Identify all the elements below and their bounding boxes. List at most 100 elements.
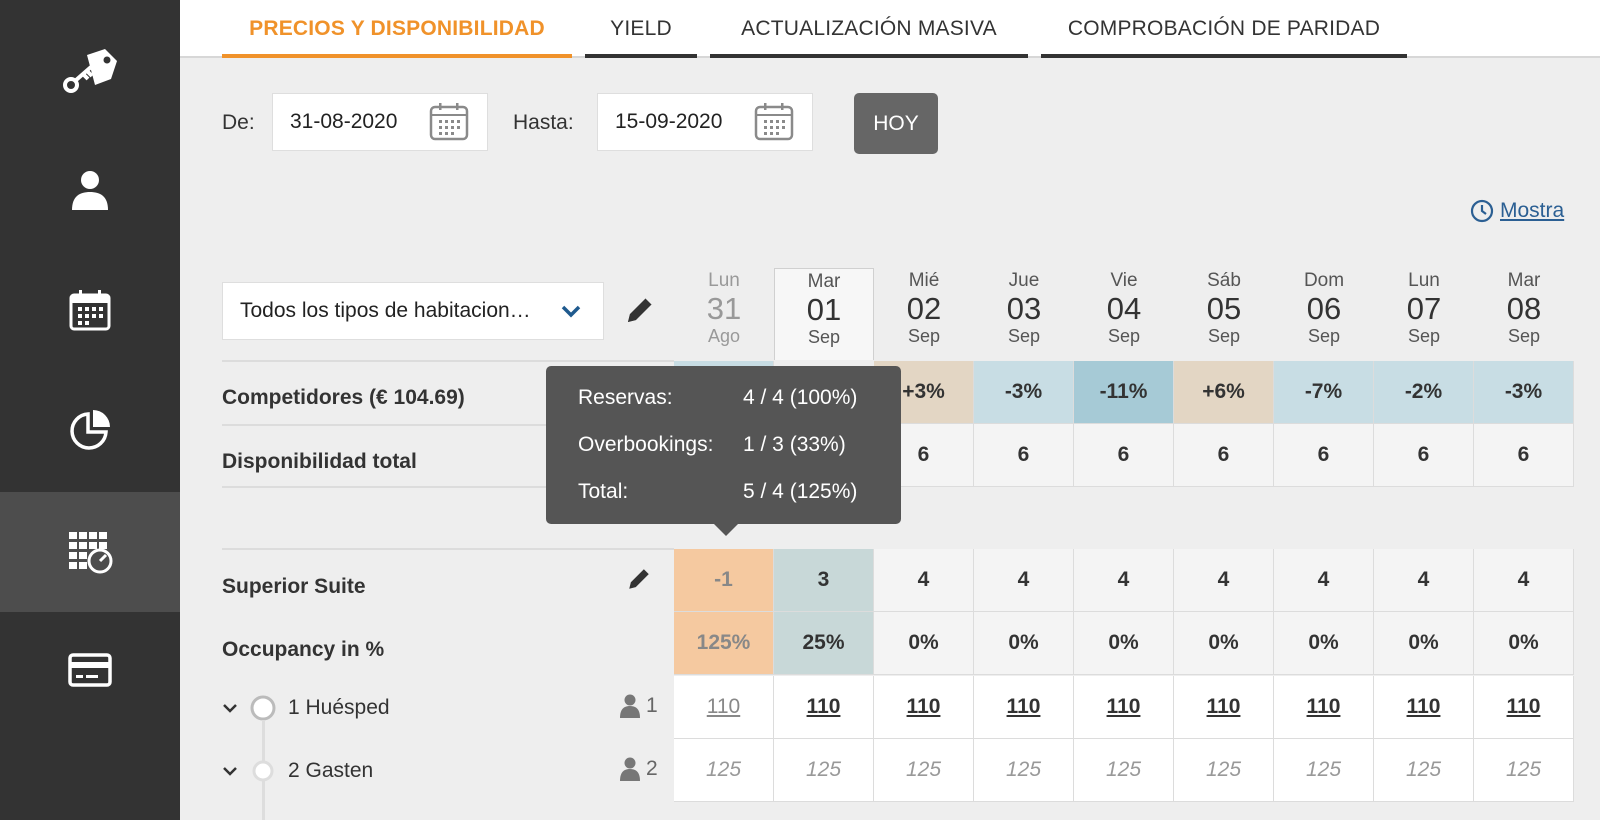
room-availability-cell[interactable]: 4 (1274, 549, 1374, 612)
sidebar-item-guests[interactable] (0, 130, 180, 250)
room-availability-cell[interactable]: 4 (1174, 549, 1274, 612)
rate-price-cell[interactable]: 110 (1074, 676, 1174, 739)
rate-price-cell[interactable]: 110 (774, 676, 874, 739)
pie-chart-icon (70, 410, 110, 450)
rate-node-icon (252, 760, 274, 782)
sidebar-item-rates[interactable] (0, 492, 180, 612)
tooltip-total-value: 5 / 4 (125%) (743, 480, 858, 503)
day-month: Sep (1307, 326, 1341, 346)
today-button[interactable]: HOY (854, 93, 938, 154)
rate-price-cell[interactable]: 125 (874, 739, 974, 802)
rate-row-label: 2 Gasten (288, 759, 374, 782)
day-weekday: Mar (807, 271, 841, 292)
day-number: 01 (806, 292, 842, 327)
persons-count: 1 (646, 694, 658, 717)
rate-price-cell[interactable]: 110 (674, 676, 774, 739)
occupancy-cell: 0% (1174, 612, 1274, 675)
to-date-value: 15-09-2020 (615, 110, 723, 133)
tooltip-overbookings-value: 1 / 3 (33%) (743, 433, 846, 456)
from-date-field[interactable]: 31-08-2020 (272, 93, 488, 151)
edit-pencil-icon[interactable] (624, 294, 656, 326)
sidebar-item-payments[interactable] (0, 610, 180, 730)
tab-comprobacion-paridad[interactable]: COMPROBACIÓN DE PARIDAD (1041, 0, 1407, 58)
show-history-link[interactable]: Mostra (1470, 199, 1564, 223)
tooltip-reservas-value: 4 / 4 (100%) (743, 386, 858, 409)
competitor-cell: -7% (1274, 361, 1374, 424)
day-header: Vie 04 Sep (1074, 268, 1174, 360)
rate-price-cell[interactable]: 125 (674, 739, 774, 802)
edit-pencil-icon[interactable] (626, 566, 652, 592)
occupancy-tooltip: Reservas: 4 / 4 (100%) Overbookings: 1 /… (546, 366, 901, 536)
day-number: 05 (1206, 291, 1242, 326)
calendar-icon (69, 290, 111, 331)
rate-price-cell[interactable]: 125 (1174, 739, 1274, 802)
rate-price-cell[interactable]: 110 (874, 676, 974, 739)
rate-price-cell[interactable]: 110 (1474, 676, 1574, 739)
day-number: 06 (1306, 291, 1342, 326)
sidebar-item-rooms[interactable] (0, 10, 180, 130)
occupancy-label: Occupancy in % (222, 638, 385, 661)
day-header: Jue 03 Sep (974, 268, 1074, 360)
day-month: Ago (707, 326, 741, 346)
chevron-down-icon[interactable] (222, 702, 238, 714)
day-weekday: Mié (908, 270, 940, 291)
day-number: 03 (1006, 291, 1042, 326)
from-date-value: 31-08-2020 (290, 110, 398, 133)
day-month: Sep (1407, 326, 1441, 346)
rate-row-1-guest[interactable]: 1 Huésped (222, 693, 390, 723)
tooltip-total-label: Total: (578, 480, 629, 503)
day-header: Mar 08 Sep (1474, 268, 1574, 360)
occupancy-cell: 0% (974, 612, 1074, 675)
tab-precios-disponibilidad[interactable]: PRECIOS Y DISPONIBILIDAD (222, 0, 572, 58)
rate-price-cell[interactable]: 110 (1174, 676, 1274, 739)
rate-price-cell[interactable]: 125 (1374, 739, 1474, 802)
sidebar-item-calendar[interactable] (0, 250, 180, 370)
day-month: Sep (1107, 326, 1141, 346)
rate-row-2-guests[interactable]: 2 Gasten (222, 756, 373, 786)
competitor-cell: -3% (1474, 361, 1574, 424)
tab-yield[interactable]: YIELD (585, 0, 697, 58)
day-month: Sep (1007, 326, 1041, 346)
day-weekday: Lun (708, 270, 740, 291)
persons-badge: 2 (620, 757, 658, 781)
rate-price-cell[interactable]: 125 (1474, 739, 1574, 802)
sidebar-item-reports[interactable] (0, 370, 180, 490)
room-availability-cell[interactable]: 4 (974, 549, 1074, 612)
calendar-picker-icon[interactable] (754, 103, 794, 141)
room-availability-cell[interactable]: 4 (1474, 549, 1574, 612)
room-type-label: Superior Suite (222, 575, 366, 598)
to-label: Hasta: (513, 111, 574, 134)
tab-actualizacion-masiva[interactable]: ACTUALIZACIÓN MASIVA (710, 0, 1028, 58)
occupancy-cell: 0% (1274, 612, 1374, 675)
room-availability-cell[interactable]: 4 (874, 549, 974, 612)
rate-price-cell[interactable]: 125 (1274, 739, 1374, 802)
rate-price-cell[interactable]: 110 (1274, 676, 1374, 739)
day-month: Sep (1207, 326, 1241, 346)
chevron-down-icon[interactable] (222, 765, 238, 777)
sidebar (0, 0, 180, 820)
room-availability-cell[interactable]: -1 (674, 549, 774, 612)
person-icon (620, 694, 640, 718)
calendar-picker-icon[interactable] (429, 103, 469, 141)
rates-calendar-icon (69, 532, 113, 574)
rate-price-cell[interactable]: 110 (974, 676, 1074, 739)
rate-price-cell[interactable]: 125 (774, 739, 874, 802)
room-type-select[interactable]: Todos los tipos de habitacion… (222, 282, 604, 340)
room-availability-cell[interactable]: 3 (774, 549, 874, 612)
rate-price-cell[interactable]: 125 (974, 739, 1074, 802)
room-availability-cell[interactable]: 4 (1374, 549, 1474, 612)
rate-price-cell[interactable]: 125 (1074, 739, 1174, 802)
room-availability-cell[interactable]: 4 (1074, 549, 1174, 612)
room-type-value: Todos los tipos de habitacion… (240, 299, 531, 322)
show-history-label: Mostra (1500, 199, 1565, 222)
day-month: Sep (807, 327, 841, 347)
rate-price-cell[interactable]: 110 (1374, 676, 1474, 739)
rate-node-icon (250, 695, 276, 721)
day-header: Dom 06 Sep (1274, 268, 1374, 360)
competitors-label: Competidores (€ 104.69) (222, 386, 465, 409)
to-date-field[interactable]: 15-09-2020 (597, 93, 813, 151)
occupancy-cell: 0% (1074, 612, 1174, 675)
availability-cell: 6 (1174, 424, 1274, 487)
day-weekday: Dom (1303, 270, 1345, 291)
competitor-cell: +6% (1174, 361, 1274, 424)
